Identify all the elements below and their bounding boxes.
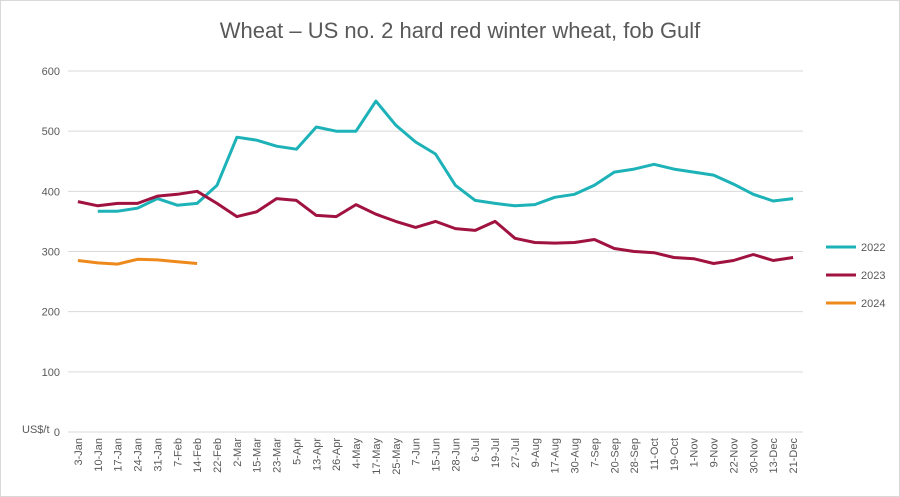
x-tick-label: 14-Feb xyxy=(192,438,204,473)
x-tick-label: 9-Nov xyxy=(709,438,721,468)
x-tick-label: 17-Jan xyxy=(113,438,125,472)
x-tick-label: 3-Jan xyxy=(73,438,85,466)
x-tick-label: 30-Aug xyxy=(570,438,582,473)
x-tick-label: 31-Jan xyxy=(152,438,164,472)
x-tick-label: 7-Jun xyxy=(411,438,423,466)
x-tick-label: 1-Nov xyxy=(689,438,701,468)
series-line xyxy=(77,189,794,265)
x-tick-label: 25-May xyxy=(391,438,403,475)
y-tick-label: 300 xyxy=(42,247,60,259)
x-tick-label: 5-Apr xyxy=(291,438,303,465)
x-tick-label: 17-Aug xyxy=(550,438,562,473)
y-tick-label: 0 xyxy=(54,427,60,439)
x-tick-label: 7-Sep xyxy=(589,438,601,467)
x-tick-label: 10-Jan xyxy=(93,438,105,472)
x-tick-label: 22-Feb xyxy=(212,438,224,473)
x-tick-label: 21-Dec xyxy=(788,438,800,474)
x-tick-label: 30-Nov xyxy=(748,438,760,474)
x-tick-label: 17-May xyxy=(371,438,383,475)
x-tick-label: 23-Mar xyxy=(272,438,284,473)
x-tick-label: 28-Sep xyxy=(629,438,641,473)
legend-label: 2022 xyxy=(861,242,885,254)
legend-label: 2024 xyxy=(861,298,885,310)
y-tick-label: 400 xyxy=(42,186,60,198)
y-tick-label: 200 xyxy=(42,307,60,319)
y-tick-label: 600 xyxy=(42,66,60,78)
series-line xyxy=(77,257,198,266)
x-tick-label: 19-Jul xyxy=(490,438,502,468)
x-tick-label: 2-Mar xyxy=(232,438,244,467)
x-tick-label: 7-Feb xyxy=(172,438,184,467)
x-tick-label: 22-Nov xyxy=(728,438,740,474)
x-tick-label: 6-Jul xyxy=(470,438,482,462)
x-tick-label: 27-Jul xyxy=(510,438,522,468)
x-tick-label: 15-Mar xyxy=(252,438,264,473)
x-tick-label: 15-Jun xyxy=(431,438,443,472)
x-tick-label: 9-Aug xyxy=(530,438,542,467)
x-tick-label: 11-Oct xyxy=(649,438,661,470)
x-tick-label: 26-Apr xyxy=(331,438,343,471)
x-tick-label: 24-Jan xyxy=(133,438,145,472)
x-tick-label: 13-Dec xyxy=(768,438,780,474)
y-tick-label: 100 xyxy=(42,367,60,379)
series-line xyxy=(97,99,794,213)
y-axis-label: US$/t xyxy=(22,424,50,436)
x-tick-label: 28-Jun xyxy=(450,438,462,472)
x-tick-label: 13-Apr xyxy=(311,438,323,471)
legend-label: 2023 xyxy=(861,270,885,282)
x-tick-label: 20-Sep xyxy=(609,438,621,473)
y-tick-label: 500 xyxy=(42,126,60,138)
x-tick-label: 19-Oct xyxy=(669,438,681,471)
x-tick-label: 4-May xyxy=(351,438,363,469)
chart-title: Wheat – US no. 2 hard red winter wheat, … xyxy=(220,18,701,43)
